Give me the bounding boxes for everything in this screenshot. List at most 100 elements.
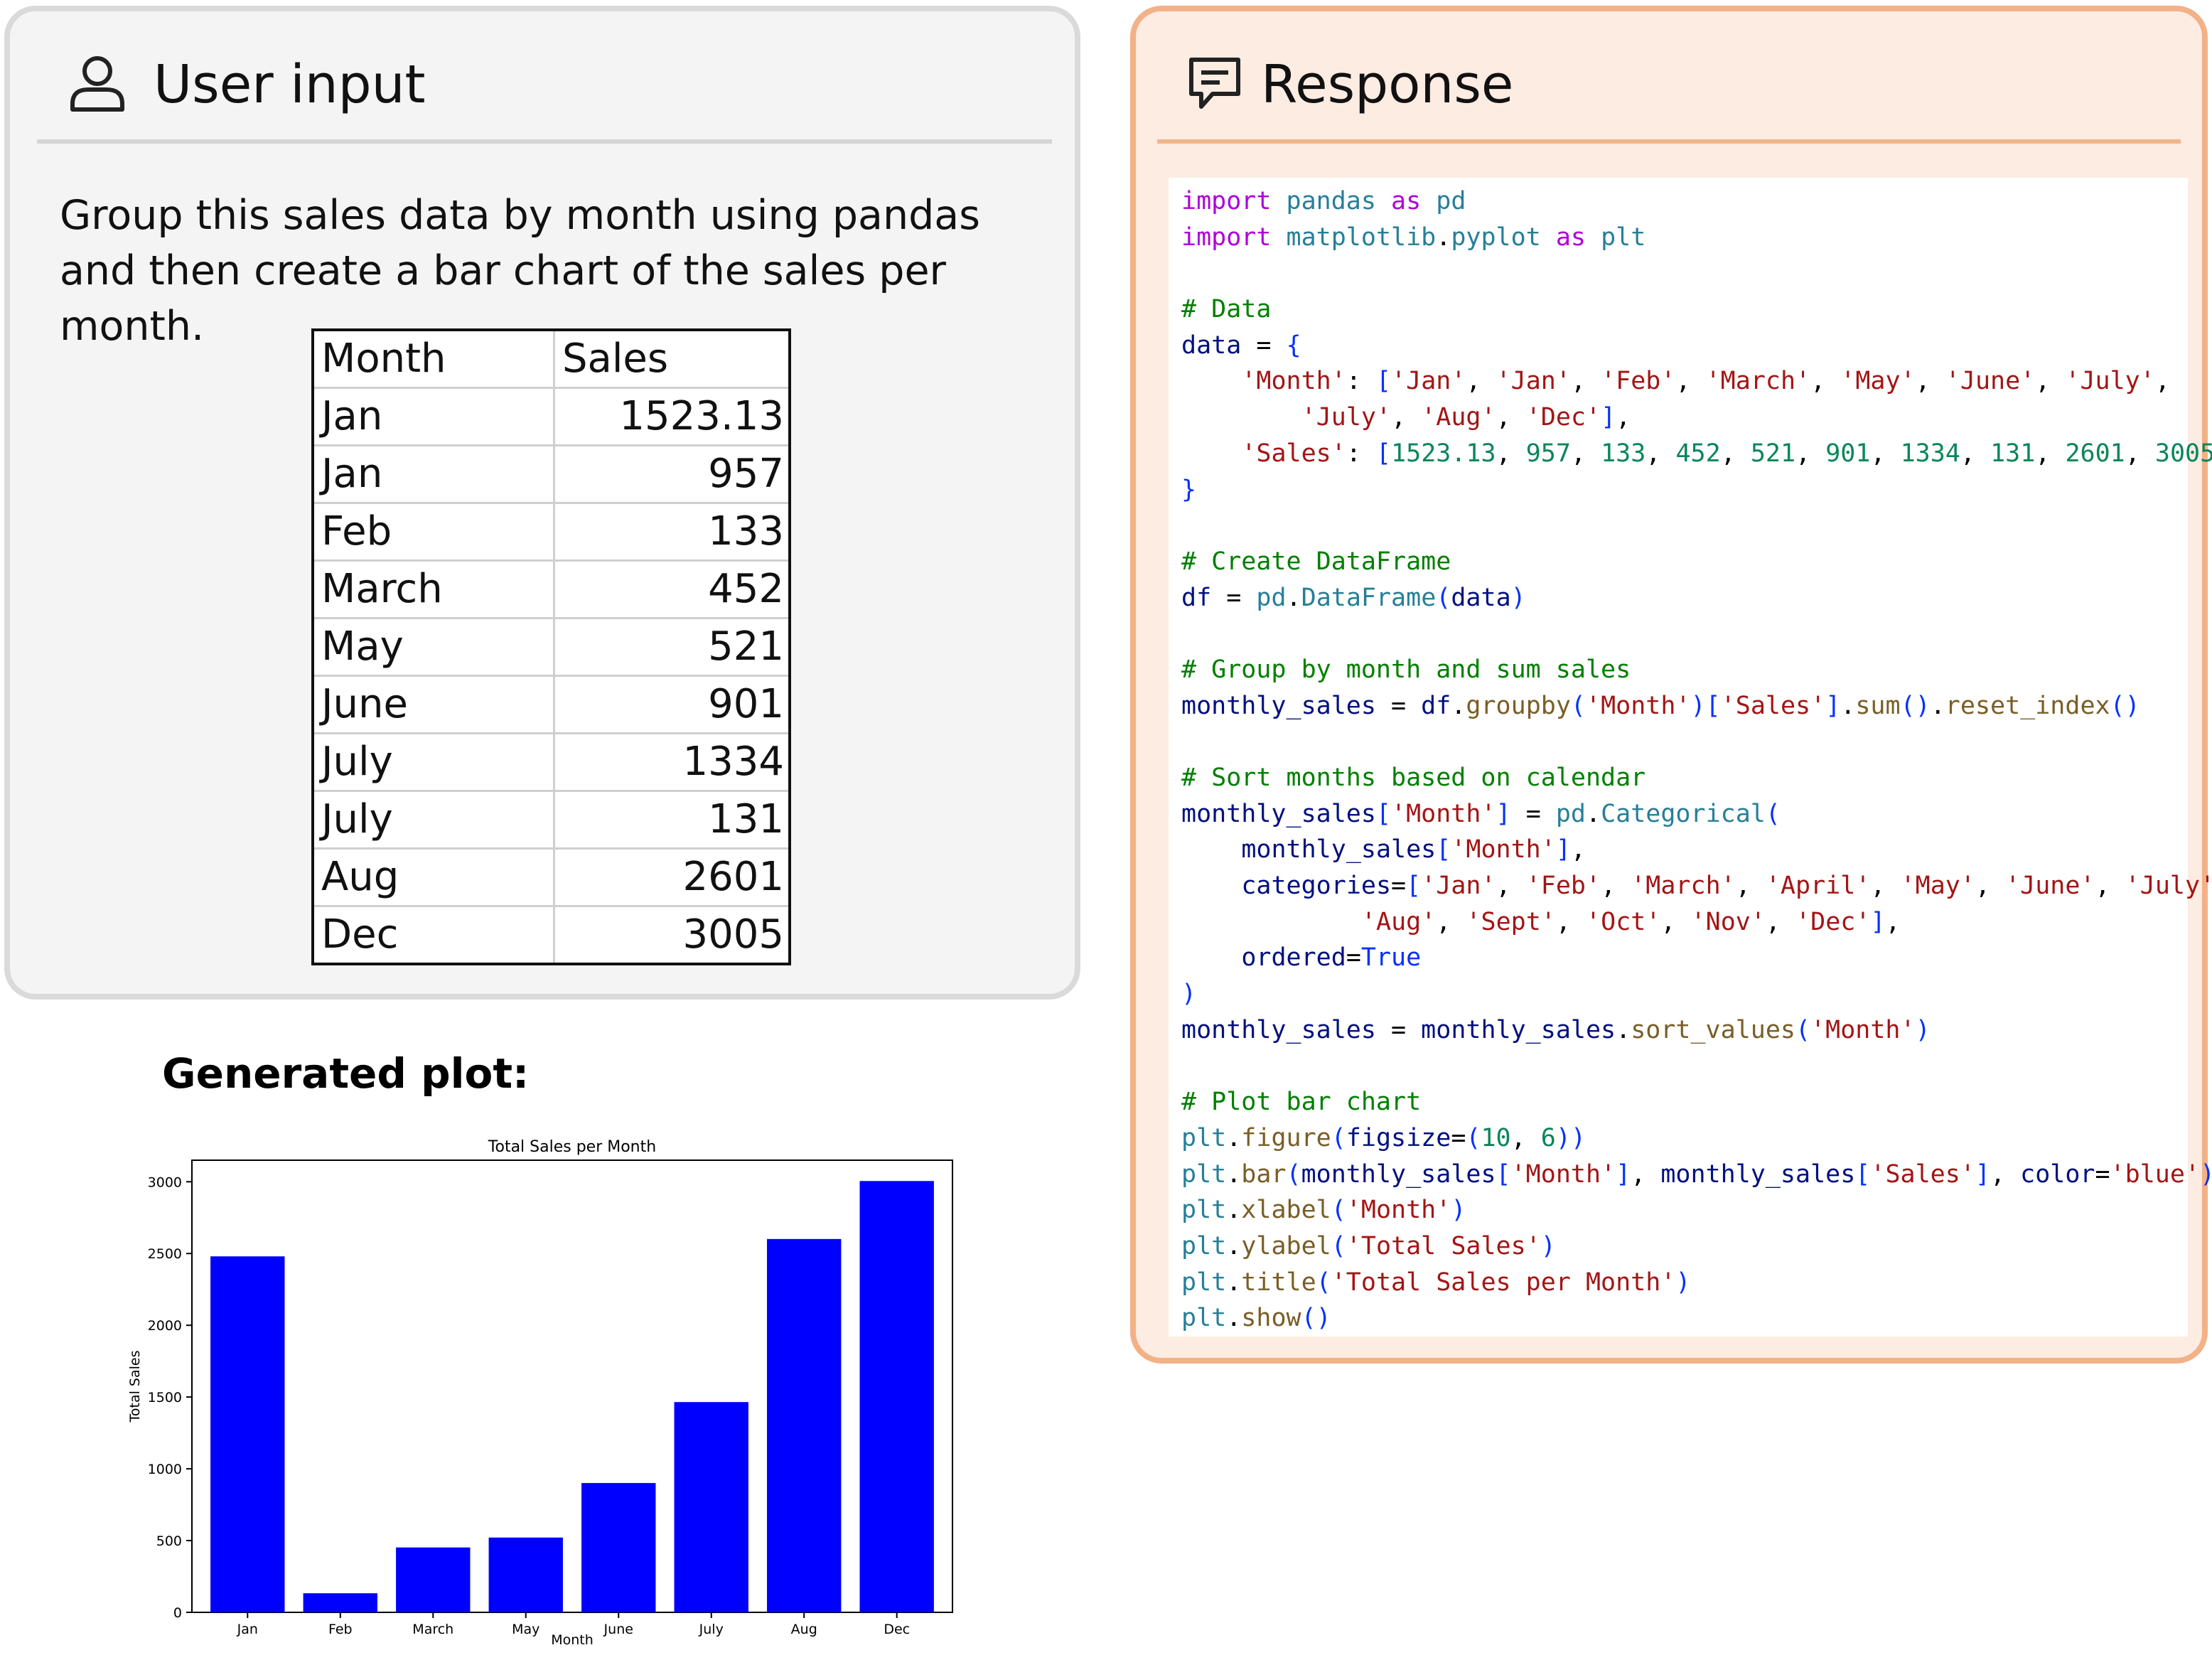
code-line: # Data <box>1181 295 1272 324</box>
code-line: monthly_sales = monthly_sales.sort_value… <box>1181 1015 1931 1044</box>
month-cell: July <box>311 732 555 792</box>
chat-response-icon <box>1189 58 1240 109</box>
x-tick-label: March <box>412 1622 453 1637</box>
response-title: Response <box>1261 54 1514 115</box>
generated-plot-heading: Generated plot: <box>162 1049 530 1098</box>
table-row: May 521 <box>311 617 791 677</box>
user-input-title: User input <box>154 54 426 115</box>
month-cell: May <box>311 617 555 677</box>
table-header-row: Month Sales <box>311 328 791 389</box>
code-line: 'Month': ['Jan', 'Jan', 'Feb', 'March', … <box>1241 367 2170 396</box>
sales-cell: 1334 <box>553 732 791 792</box>
column-header-sales: Sales <box>553 328 791 389</box>
table-row: March 452 <box>311 559 791 619</box>
y-tick-label: 2500 <box>148 1246 182 1262</box>
code-line: 'Aug', 'Sept', 'Oct', 'Nov', 'Dec'], <box>1360 907 1901 936</box>
sales-cell: 901 <box>553 675 791 734</box>
x-axis-label: Month <box>551 1632 594 1648</box>
code-block: import pandas as pd import matplotlib.pyp… <box>1169 178 2212 1337</box>
table-row: Dec 3005 <box>311 905 791 965</box>
python-code: import pandas as pd import matplotlib.pyp… <box>1181 183 2212 1337</box>
code-line <box>1181 508 2212 544</box>
y-axis-label: Total Sales <box>127 1351 143 1423</box>
x-tick-label: May <box>512 1622 539 1637</box>
user-prompt-text: Group this sales data by month using pan… <box>60 192 980 350</box>
y-tick-label: 3000 <box>148 1174 182 1190</box>
table-row: July 131 <box>311 790 791 850</box>
x-axis: Jan Feb March May June July Aug Dec <box>237 1612 910 1637</box>
y-tick-label: 1000 <box>148 1462 182 1477</box>
month-cell: June <box>311 675 555 734</box>
y-tick-label: 0 <box>173 1605 182 1621</box>
code-line: import pandas as pd <box>1181 187 1466 215</box>
column-header-month: Month <box>311 328 555 389</box>
bar-dec <box>859 1181 934 1612</box>
code-line: # Group by month and sum sales <box>1181 655 1631 684</box>
response-panel: Response import pandas as pd import matpl… <box>1130 6 2212 1364</box>
sales-cell: 521 <box>553 617 791 677</box>
code-line: monthly_sales['Month'], <box>1241 835 1586 864</box>
code-line: # Sort months based on calendar <box>1181 764 1646 792</box>
sales-cell: 131 <box>553 790 791 850</box>
sales-cell: 133 <box>553 502 791 562</box>
code-line: ordered=True <box>1241 943 1422 973</box>
code-line <box>1181 724 2212 760</box>
table-row: Jan 1523.13 <box>311 387 791 446</box>
code-line: plt.bar(monthly_sales['Month'], monthly_… <box>1181 1159 2212 1189</box>
y-tick-label: 1500 <box>148 1390 182 1405</box>
y-tick-label: 500 <box>156 1533 182 1549</box>
user-input-panel: User input Group this sales data by mont… <box>4 6 1080 1000</box>
bar-may <box>488 1537 563 1612</box>
y-tick-label: 2000 <box>148 1318 182 1334</box>
table-row: June 901 <box>311 675 791 734</box>
bar-june <box>581 1483 656 1612</box>
sales-data-table: Month Sales Jan 1523.13 Jan 957 Feb 133 March 4… <box>311 328 791 965</box>
code-line: monthly_sales = df.groupby('Month')['Sal… <box>1181 691 2140 720</box>
code-line: } <box>1181 475 1197 504</box>
code-line: categories=['Jan', 'Feb', 'March', 'Apri… <box>1241 872 2212 901</box>
sales-bar-chart: Total Sales per Month 0 500 1000 1500 2000 25… <box>127 1138 953 1648</box>
sales-cell: 1523.13 <box>553 387 791 446</box>
code-line: 'Sales': [1523.13, 957, 133, 452, 521, 9… <box>1241 439 2212 468</box>
code-line: import matplotlib.pyplot as plt <box>1181 223 1646 252</box>
table-row: Aug 2601 <box>311 847 791 907</box>
month-cell: Aug <box>311 847 555 907</box>
chart-title: Total Sales per Month <box>488 1138 656 1156</box>
code-line: plt.title('Total Sales per Month') <box>1181 1268 1691 1297</box>
bar-jan <box>210 1256 285 1612</box>
bar-aug <box>767 1238 842 1612</box>
sales-table-body: Jan 1523.13 Jan 957 Feb 133 March 452 May 521 June… <box>311 387 791 965</box>
sales-cell: 2601 <box>553 847 791 907</box>
table-row: Feb 133 <box>311 502 791 562</box>
plot-area-frame <box>191 1159 953 1613</box>
code-line <box>1181 1049 2212 1085</box>
table-row: Jan 957 <box>311 444 791 504</box>
month-cell: Feb <box>311 502 555 562</box>
code-line <box>1181 255 2212 291</box>
table-row: July 1334 <box>311 732 791 792</box>
month-cell: July <box>311 790 555 850</box>
bar-march <box>396 1547 471 1612</box>
code-line: ) <box>1181 980 1197 1009</box>
code-line: # Plot bar chart <box>1181 1088 1422 1117</box>
month-cell: Jan <box>311 387 555 446</box>
code-line: data = { <box>1181 331 1301 360</box>
bar-july <box>674 1402 748 1612</box>
y-axis: 0 500 1000 1500 2000 2500 3000 <box>148 1174 192 1621</box>
user-input-header: User input <box>10 11 1075 144</box>
sales-cell: 3005 <box>553 905 791 965</box>
x-tick-label: Feb <box>328 1622 353 1637</box>
x-tick-label: Aug <box>791 1622 817 1637</box>
bars-group <box>210 1181 934 1612</box>
header-divider <box>37 139 1052 144</box>
sales-cell: 957 <box>553 444 791 504</box>
code-line: monthly_sales['Month'] = pd.Categorical( <box>1181 799 1781 828</box>
code-line: 'July', 'Aug', 'Dec'], <box>1301 403 1631 432</box>
month-cell: Dec <box>311 905 555 965</box>
bar-feb <box>303 1593 377 1612</box>
x-tick-label: Jan <box>237 1622 258 1637</box>
code-line: plt.figure(figsize=(10, 6)) <box>1181 1123 1586 1152</box>
x-tick-label: Dec <box>884 1622 910 1637</box>
month-cell: March <box>311 559 555 619</box>
code-line: plt.xlabel('Month') <box>1181 1196 1466 1225</box>
